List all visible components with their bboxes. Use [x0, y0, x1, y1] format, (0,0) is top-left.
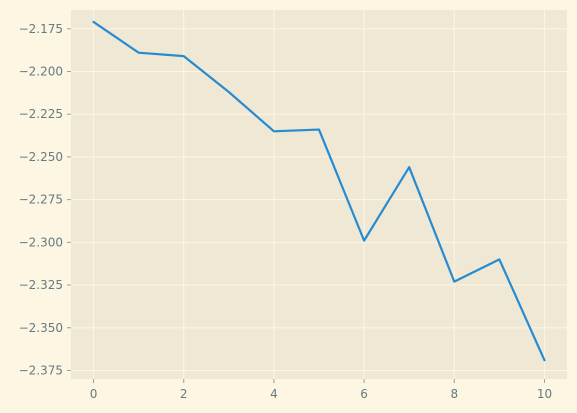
y-tick-label: −2.175: [19, 22, 63, 36]
x-tick-label: 6: [360, 387, 368, 401]
y-tick-label: −2.225: [19, 107, 63, 121]
x-tick-label: 4: [270, 387, 278, 401]
x-tick-label: 0: [90, 387, 98, 401]
y-tick-label: −2.275: [19, 193, 63, 207]
x-tick-label: 2: [180, 387, 188, 401]
series-layer: [92, 20, 546, 362]
y-tick-label: −2.325: [19, 278, 63, 292]
y-tick-label: −2.375: [19, 363, 63, 377]
y-tick-label: −2.350: [19, 321, 63, 335]
axis-ticks: [67, 28, 545, 383]
x-tick-label: 10: [537, 387, 552, 401]
grid: [71, 10, 567, 379]
y-tick-label: −2.200: [19, 65, 63, 79]
x-tick-label: 8: [450, 387, 458, 401]
plot-area: [71, 10, 567, 379]
y-tick-label: −2.300: [19, 235, 63, 249]
tick-labels: 0 2 4 6 8 10 −2.175 −2.200 −2.225 −2.250 −2.275 −2.…: [19, 22, 553, 401]
y-tick-label: −2.250: [19, 150, 63, 164]
